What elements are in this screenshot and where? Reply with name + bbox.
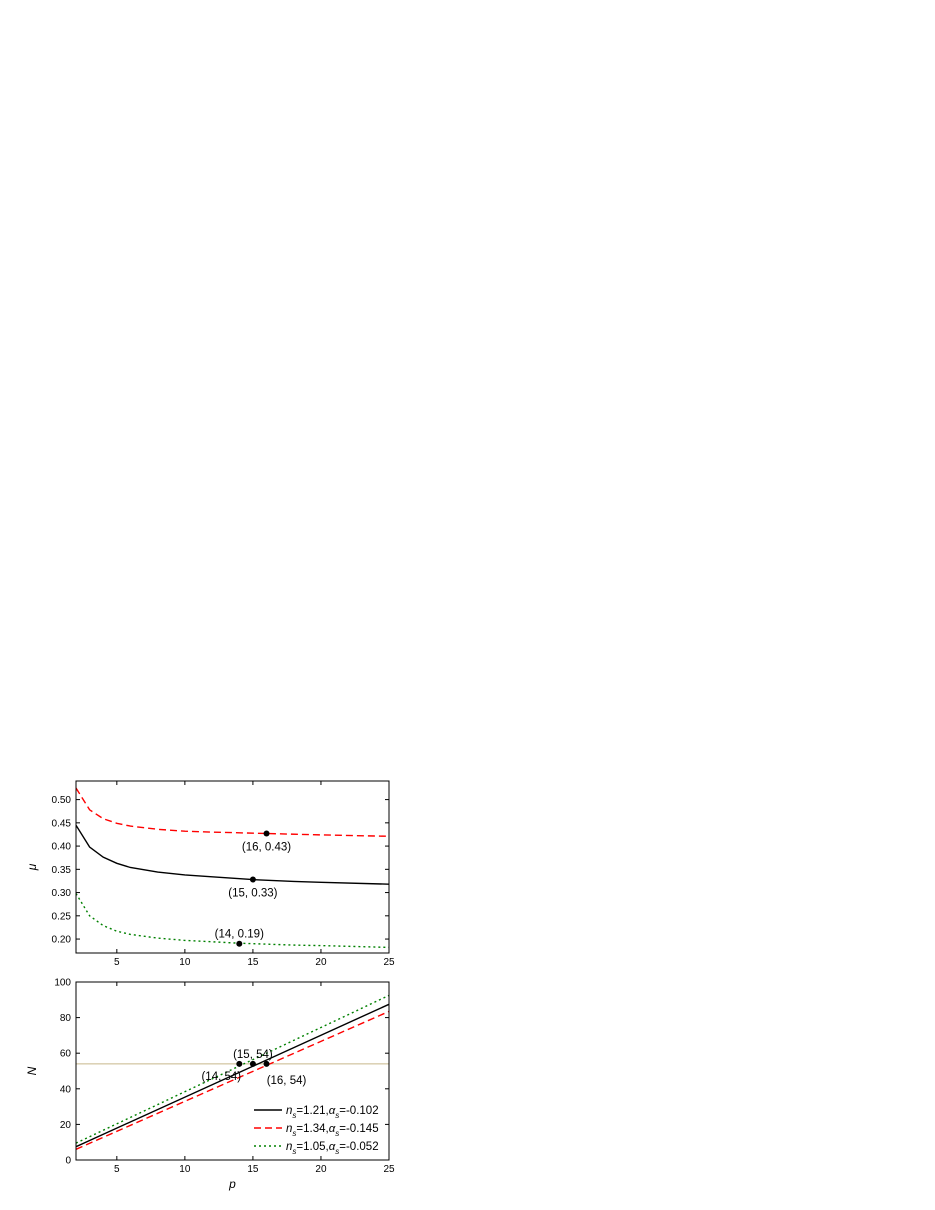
series-group [76, 994, 389, 1150]
plot-frame [75, 780, 390, 954]
legend-entry-1: ns=1.21,αs=-0.102 [286, 1105, 379, 1120]
x-tick-label: 15 [247, 1164, 259, 1175]
point-label: (15, 0.33) [228, 888, 277, 900]
marker-point [249, 876, 256, 883]
marker-point [236, 940, 243, 947]
y-tick-label: 20 [60, 1120, 72, 1131]
x-tick-label: 5 [114, 957, 120, 968]
y-tick-label: 40 [60, 1084, 72, 1095]
plot-frame [75, 981, 390, 1161]
y-tick-label: 80 [60, 1013, 72, 1024]
marker-point [263, 1060, 270, 1067]
series-line-3 [76, 893, 389, 949]
series-line-2 [76, 787, 389, 837]
series-group [76, 787, 389, 949]
y-tick-label: 0.50 [52, 795, 72, 806]
series-line-2 [76, 1010, 389, 1150]
point-label: (15, 54) [233, 1049, 273, 1061]
x-axis-title: p [228, 1177, 236, 1191]
point-label: (16, 0.43) [242, 842, 291, 854]
legend-entry-3: ns=1.05,αs=-0.052 [286, 1141, 379, 1156]
x-tick-label: 20 [315, 1164, 327, 1175]
y-tick-label: 0.30 [52, 888, 72, 899]
y-tick-label: 0.40 [52, 842, 72, 853]
y-tick-label: 60 [60, 1049, 72, 1060]
legend: ns=1.21,αs=-0.102 ns=1.34,αs=-0.145 ns=1.0… [254, 1105, 379, 1156]
x-tick-label: 15 [247, 957, 259, 968]
marker-point [263, 830, 270, 837]
marker-point [249, 1060, 256, 1067]
y-tick-label: 0.20 [52, 935, 72, 946]
x-tick-label: 20 [315, 957, 327, 968]
legend-entry-2: ns=1.34,αs=-0.145 [286, 1123, 379, 1138]
x-tick-label: 25 [383, 1164, 395, 1175]
x-tick-label: 10 [179, 1164, 191, 1175]
x-tick-label: 25 [383, 957, 395, 968]
series-line-3 [76, 994, 389, 1144]
point-label: (14, 54) [201, 1071, 241, 1083]
x-tick-label: 10 [179, 957, 191, 968]
point-label: (16, 54) [267, 1075, 307, 1087]
marker-point [236, 1060, 243, 1067]
y-axis-title: μ [25, 863, 39, 871]
panel-2: 5 10 15 20 25 0 20 40 60 80 100 Np (15, 54) (14, 54) (… [25, 978, 395, 1192]
series-line-1 [76, 824, 389, 885]
y-axis-title: N [25, 1066, 39, 1075]
x-tick-label: 5 [114, 1164, 120, 1175]
panel-1: 5 10 15 20 25 0.20 0.25 0.30 0.35 0.40 0.45 0.50 μ (1… [25, 780, 395, 968]
series-line-1 [76, 1003, 389, 1148]
y-tick-label: 0.45 [52, 818, 72, 829]
point-label: (14, 0.19) [215, 929, 264, 941]
y-tick-label: 0 [65, 1156, 71, 1167]
y-tick-label: 0.25 [52, 911, 72, 922]
y-tick-label: 0.35 [52, 865, 72, 876]
y-tick-label: 100 [54, 978, 71, 989]
